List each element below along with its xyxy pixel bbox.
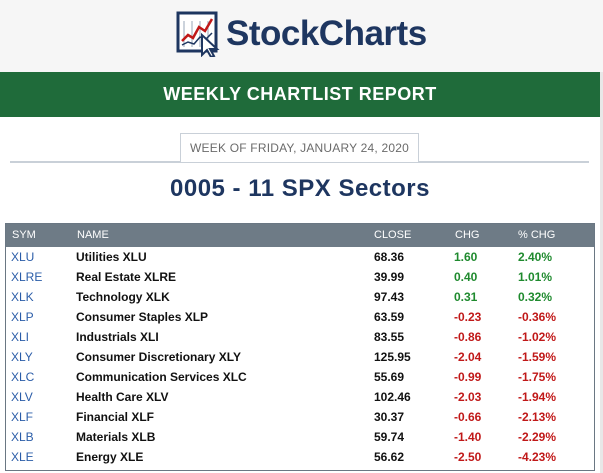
chart-logo-icon [176, 11, 220, 57]
sector-name: Utilities XLU [76, 250, 147, 264]
table-header-row: SYM NAME CLOSE CHG % CHG [6, 224, 594, 247]
symbol-link[interactable]: XLK [11, 290, 34, 304]
percent-change-value: -1.75% [518, 370, 557, 384]
percent-change-value: -0.36% [518, 310, 557, 324]
change-value: -2.50 [454, 450, 482, 464]
change-value: -1.40 [454, 430, 482, 444]
symbol-link[interactable]: XLE [11, 450, 34, 464]
symbol-link[interactable]: XLI [11, 330, 30, 344]
table-row[interactable]: XLF Financial XLF 30.37 -0.66 -2.13% [6, 407, 594, 427]
week-label: WEEK OF FRIDAY, JANUARY 24, 2020 [190, 141, 409, 155]
symbol-link[interactable]: XLF [11, 410, 34, 424]
close-value: 102.46 [374, 390, 411, 404]
table-row[interactable]: XLI Industrials XLI 83.55 -0.86 -1.02% [6, 327, 594, 347]
close-value: 55.69 [374, 370, 405, 384]
table-row[interactable]: XLK Technology XLK 97.43 0.31 0.32% [6, 287, 594, 307]
table-row[interactable]: XLRE Real Estate XLRE 39.99 0.40 1.01% [6, 267, 594, 287]
change-value: -2.03 [454, 390, 482, 404]
week-badge: WEEK OF FRIDAY, JANUARY 24, 2020 [180, 133, 419, 163]
header-close[interactable]: CLOSE [374, 229, 412, 241]
symbol-link[interactable]: XLV [11, 390, 33, 404]
page-edge [600, 72, 603, 473]
close-value: 125.95 [374, 350, 411, 364]
table-row[interactable]: XLU Utilities XLU 68.36 1.60 2.40% [6, 247, 594, 267]
percent-change-value: 1.01% [518, 270, 553, 284]
percent-change-value: -4.23% [518, 450, 557, 464]
change-value: 0.31 [454, 290, 478, 304]
sector-name: Consumer Staples XLP [76, 310, 209, 324]
header-pct-chg[interactable]: % CHG [518, 229, 556, 241]
table-row[interactable]: XLC Communication Services XLC 55.69 -0.99 -… [6, 367, 594, 387]
symbol-link[interactable]: XLRE [11, 270, 43, 284]
table-row[interactable]: XLY Consumer Discretionary XLY 125.95 -2.04… [6, 347, 594, 367]
chartlist-title: 0005 - 11 SPX Sectors [170, 175, 430, 202]
sector-name: Health Care XLV [76, 390, 169, 404]
change-value: -2.04 [454, 350, 482, 364]
header-name[interactable]: NAME [77, 229, 109, 241]
sector-name: Energy XLE [76, 450, 144, 464]
percent-change-value: -2.29% [518, 430, 557, 444]
close-value: 68.36 [374, 250, 405, 264]
header-chg[interactable]: CHG [455, 229, 480, 241]
percent-change-value: -1.59% [518, 350, 557, 364]
close-value: 39.99 [374, 270, 405, 284]
close-value: 30.37 [374, 410, 405, 424]
change-value: 1.60 [454, 250, 478, 264]
sector-name: Real Estate XLRE [76, 270, 177, 284]
percent-change-value: 2.40% [518, 250, 553, 264]
report-title: WEEKLY CHARTLIST REPORT [163, 84, 437, 104]
percent-change-value: -1.02% [518, 330, 557, 344]
symbol-link[interactable]: XLY [11, 350, 33, 364]
symbol-link[interactable]: XLU [11, 250, 35, 264]
change-value: 0.40 [454, 270, 478, 284]
symbol-link[interactable]: XLB [11, 430, 34, 444]
close-value: 97.43 [374, 290, 405, 304]
change-value: -0.23 [454, 310, 482, 324]
percent-change-value: -2.13% [518, 410, 557, 424]
brand-name: StockCharts [226, 14, 427, 53]
sector-name: Consumer Discretionary XLY [76, 350, 241, 364]
change-value: -0.99 [454, 370, 482, 384]
sector-table: SYM NAME CLOSE CHG % CHG XLU Utilities XL… [5, 223, 595, 471]
symbol-link[interactable]: XLP [11, 310, 34, 324]
table-row[interactable]: XLB Materials XLB 59.74 -1.40 -2.29% [6, 427, 594, 447]
table-body: XLU Utilities XLU 68.36 1.60 2.40% XLRE Real E… [6, 247, 594, 467]
change-value: -0.66 [454, 410, 482, 424]
close-value: 63.59 [374, 310, 405, 324]
sector-name: Materials XLB [76, 430, 156, 444]
close-value: 59.74 [374, 430, 405, 444]
table-row[interactable]: XLE Energy XLE 56.62 -2.50 -4.23% [6, 447, 594, 467]
table-row[interactable]: XLP Consumer Staples XLP 63.59 -0.23 -0.36% [6, 307, 594, 327]
sector-name: Industrials XLI [76, 330, 159, 344]
close-value: 56.62 [374, 450, 405, 464]
symbol-link[interactable]: XLC [11, 370, 35, 384]
close-value: 83.55 [374, 330, 405, 344]
change-value: -0.86 [454, 330, 482, 344]
percent-change-value: 0.32% [518, 290, 553, 304]
site-header: StockCharts [0, 0, 603, 72]
stockcharts-logo[interactable]: StockCharts [176, 10, 427, 58]
table-row[interactable]: XLV Health Care XLV 102.46 -2.03 -1.94% [6, 387, 594, 407]
sector-name: Financial XLF [76, 410, 155, 424]
header-sym[interactable]: SYM [12, 229, 36, 241]
sector-name: Technology XLK [76, 290, 170, 304]
report-banner: WEEKLY CHARTLIST REPORT [0, 72, 600, 117]
sector-name: Communication Services XLC [76, 370, 247, 384]
percent-change-value: -1.94% [518, 390, 557, 404]
